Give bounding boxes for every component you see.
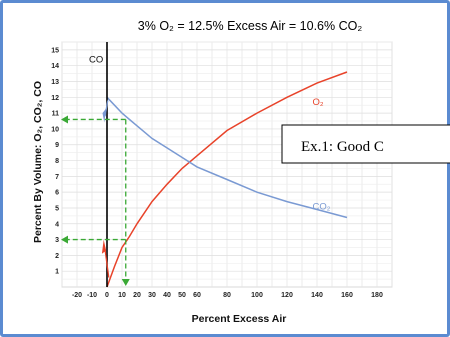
y-tick-label: 12: [51, 95, 59, 102]
guide-lines: [61, 100, 130, 286]
y-tick-label: 5: [55, 205, 59, 212]
y-tick-label: 11: [52, 111, 60, 118]
o2-start-arrow-head: [101, 239, 107, 254]
series-label-co: CO: [89, 55, 103, 66]
y-tick-label: 1: [55, 269, 59, 276]
x-tick-label: 160: [341, 292, 353, 299]
grid: [61, 41, 393, 288]
axis-ticks: -20 -10 0 10 20 30 40 50 60 80 100 120 140 160 1801234…: [51, 47, 383, 299]
annotation-box-border: [281, 124, 450, 164]
x-tick-label: 50: [178, 292, 186, 299]
x-tick-label: 40: [163, 292, 171, 299]
guide-arrow-down: [121, 279, 130, 286]
y-axis-label: Percent By Volume: O₂, CO₂, CO: [32, 81, 44, 243]
y-tick-label: 9: [55, 142, 59, 149]
x-tick-label: 120: [281, 292, 293, 299]
y-tick-label: 10: [51, 126, 59, 133]
x-tick-label: 30: [148, 292, 156, 299]
annotation-box: Ex.1: Good C: [281, 124, 450, 164]
y-tick-label: 14: [51, 63, 59, 70]
x-tick-label: 60: [193, 292, 201, 299]
y-tick-label: 13: [51, 79, 59, 86]
series-label-o2: O₂: [313, 97, 324, 108]
y-tick-label: 7: [55, 174, 59, 181]
y-tick-label: 15: [51, 47, 59, 54]
x-tick-label: 0: [105, 292, 109, 299]
o2-start-arrow-line: [104, 247, 110, 278]
series-label-co2: CO₂: [313, 202, 331, 213]
guide-arrow-o2: [61, 235, 68, 244]
x-axis-label: Percent Excess Air: [192, 313, 287, 325]
annotation-text: Ex.1: Good C: [301, 139, 384, 155]
x-tick-label: 140: [311, 292, 323, 299]
y-tick-label: 6: [55, 190, 59, 197]
x-tick-label: 180: [371, 292, 383, 299]
y-tick-label: 3: [55, 237, 59, 244]
co2-start-arrow-head: [102, 108, 107, 123]
x-tick-label: 20: [133, 292, 141, 299]
guide-arrow-co2: [61, 115, 68, 124]
x-tick-label: -10: [87, 292, 97, 299]
y-tick-label: 2: [55, 253, 59, 260]
y-tick-label: 4: [55, 221, 59, 228]
chart-title: 3% O₂ = 12.5% Excess Air = 10.6% CO₂: [138, 19, 363, 33]
x-tick-label: 80: [223, 292, 231, 299]
x-tick-label: -20: [72, 292, 82, 299]
series-lines: O₂ CO₂ CO: [89, 42, 348, 288]
co2-start-arrow-line: [104, 100, 109, 117]
x-tick-label: 10: [118, 292, 126, 299]
x-tick-label: 100: [251, 292, 263, 299]
y-tick-label: 8: [55, 158, 59, 165]
series-line-co2: [106, 96, 348, 219]
series-line-o2: [106, 71, 348, 288]
